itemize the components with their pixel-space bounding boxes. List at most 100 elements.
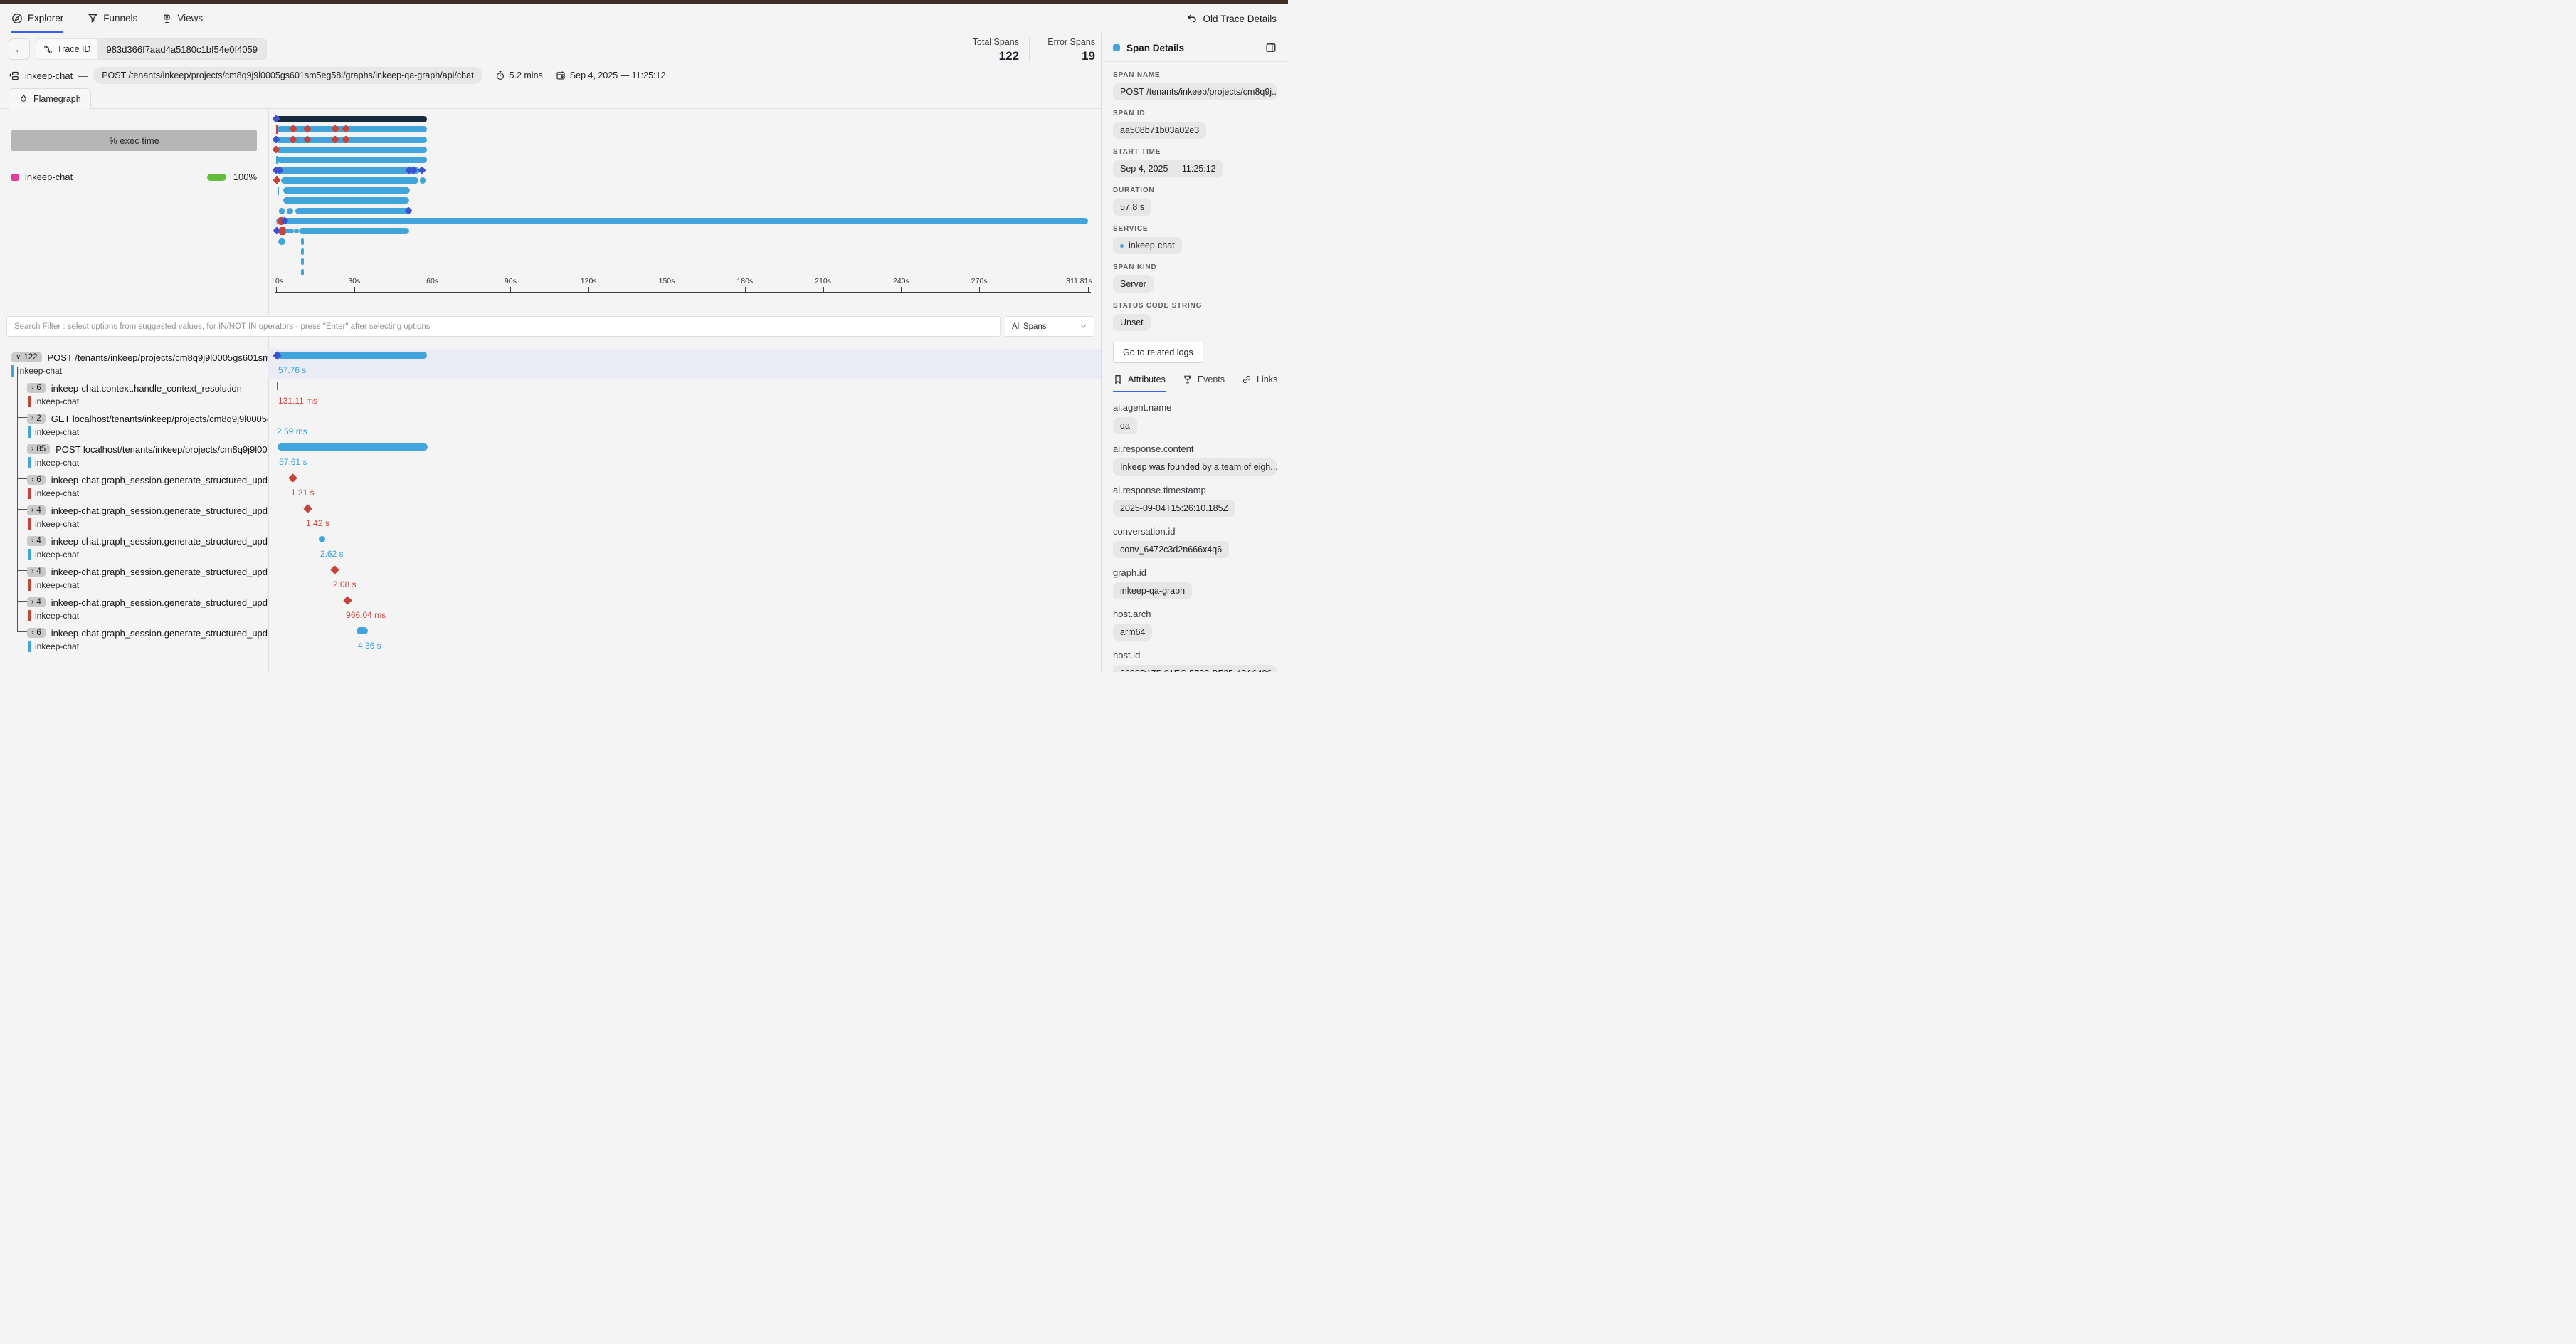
span-expand-badge[interactable]: › 4	[27, 536, 46, 546]
nav-tab-explorer[interactable]: Explorer	[11, 4, 64, 33]
trace-id-control[interactable]: Trace ID 983d366f7aad4a5180c1bf54e0f4059	[36, 38, 268, 60]
duration-bar[interactable]	[277, 352, 428, 359]
span-expand-badge[interactable]: › 2	[27, 414, 46, 424]
span-row[interactable]: › 6 inkeep-chat.context.handle_context_res…	[27, 380, 268, 396]
attribute-row: ai.response.timestamp 2025-09-04T15:26:10…	[1113, 485, 1277, 517]
span-row[interactable]: › 4 inkeep-chat.graph_session.generate_str…	[27, 503, 268, 518]
span-service-name: inkeep-chat	[28, 457, 79, 468]
flamegraph-span-bar[interactable]	[301, 258, 305, 266]
panel-divider	[1102, 61, 1288, 62]
span-service-name: inkeep-chat	[28, 518, 79, 530]
flamegraph-span-bar[interactable]	[279, 207, 285, 214]
span-fields: SPAN NAME POST /tenants/inkeep/projects/c…	[1113, 71, 1277, 331]
detail-tab-events[interactable]: Events	[1183, 374, 1225, 392]
duration-bar[interactable]	[278, 443, 428, 451]
back-button[interactable]: ←	[9, 38, 30, 60]
flamegraph-span-bar[interactable]	[298, 228, 409, 235]
search-filter-input[interactable]	[6, 316, 1001, 337]
panel-toggle-icon[interactable]	[1265, 42, 1277, 53]
flamegraph-span-bar[interactable]	[295, 207, 411, 214]
trace-endpoint-chip[interactable]: POST /tenants/inkeep/projects/cm8q9j9l00…	[93, 67, 482, 84]
field-label: SERVICE	[1113, 225, 1149, 233]
span-expand-badge[interactable]: › 6	[27, 383, 46, 393]
attribute-row: ai.response.content Inkeep was founded by…	[1113, 443, 1277, 476]
flamegraph-span-bar[interactable]	[301, 238, 305, 245]
timeline-tick-label: 90s	[504, 277, 517, 285]
span-expand-badge[interactable]: › 4	[27, 567, 46, 577]
flamegraph-span-bar[interactable]	[276, 218, 1089, 224]
detail-tab-links[interactable]: Links	[1242, 374, 1277, 392]
flamegraph-span-bar[interactable]	[301, 268, 305, 275]
old-trace-details-link[interactable]: Old Trace Details	[1186, 4, 1277, 33]
span-scope-dropdown[interactable]: All Spans	[1005, 316, 1094, 337]
span-child-count: 4	[36, 598, 41, 607]
error-span-diamond[interactable]	[303, 503, 313, 513]
span-attributes-list: ai.agent.name qa ai.response.content Inkeep…	[1113, 402, 1277, 672]
span-expand-badge[interactable]: › 4	[27, 505, 46, 515]
route-icon	[43, 45, 53, 54]
flamegraph-span-bar[interactable]	[277, 157, 427, 164]
span-row[interactable]: › 4 inkeep-chat.graph_session.generate_str…	[27, 594, 268, 610]
flamegraph-span-bar[interactable]	[283, 187, 411, 194]
field-label: SPAN KIND	[1113, 263, 1157, 271]
attribute-key: graph.id	[1113, 567, 1146, 578]
flamegraph-span-bar[interactable]	[283, 197, 410, 204]
span-child-count: 2	[36, 414, 41, 423]
chevron-right-icon: ›	[31, 384, 34, 392]
error-span-diamond[interactable]	[343, 595, 353, 605]
field-value: Sep 4, 2025 — 11:25:12	[1120, 164, 1216, 174]
flamegraph-span-bar[interactable]	[276, 146, 427, 153]
span-expand-badge[interactable]: › 6	[27, 475, 46, 485]
span-row[interactable]: › 4 inkeep-chat.graph_session.generate_str…	[27, 564, 268, 579]
timeline-tick-label: 270s	[971, 277, 988, 285]
timeline-tick	[276, 287, 277, 292]
bookmark-icon	[1113, 374, 1123, 384]
span-row[interactable]: › 2 GET localhost/tenants/inkeep/projects/…	[27, 411, 268, 426]
span-expand-badge[interactable]: › 4	[27, 597, 46, 607]
span-row[interactable]: › 4 inkeep-chat.graph_session.generate_str…	[27, 533, 268, 549]
duration-bar[interactable]	[356, 627, 368, 634]
field-value-chip: aa508b71b03a02e3	[1113, 122, 1207, 139]
nav-tabs: Explorer Funnels Views	[11, 4, 203, 33]
window-top-strip	[0, 0, 1288, 4]
span-name: inkeep-chat.graph_session.generate_struc…	[51, 535, 268, 547]
flamegraph-span-bar[interactable]	[278, 238, 286, 245]
totals-value: 19	[1082, 49, 1095, 63]
trace-service-name: inkeep-chat	[25, 70, 73, 81]
blue-tick-marker	[276, 155, 278, 164]
flamegraph-span-bar[interactable]	[277, 126, 427, 133]
waterfall-column[interactable]: 57.76 s 131.11 ms 2.59 ms 57.61 s 1.21 s 1.42…	[268, 349, 1101, 672]
error-span-diamond[interactable]	[329, 565, 339, 574]
span-expand-badge[interactable]: › 6	[27, 628, 46, 638]
span-field-start-time: START TIME Sep 4, 2025 — 11:25:12	[1113, 148, 1277, 177]
tab-flamegraph[interactable]: Flamegraph	[9, 88, 91, 109]
span-name: inkeep-chat.graph_session.generate_struc…	[51, 505, 268, 516]
field-label: SPAN ID	[1113, 110, 1146, 117]
flamegraph-section: % exec time inkeep-chat 100% 0s 30s 60s 90s…	[0, 109, 1101, 295]
nav-tab-views[interactable]: Views	[162, 4, 203, 33]
flamegraph-span-bar[interactable]	[287, 207, 294, 214]
span-row[interactable]: › 6 inkeep-chat.graph_session.generate_str…	[27, 472, 268, 488]
timeline-tick-label: 311.81s	[1066, 277, 1092, 285]
span-circle-marker[interactable]	[318, 535, 325, 542]
attribute-row: graph.id inkeep-qa-graph	[1113, 567, 1277, 599]
go-to-related-logs-button[interactable]: Go to related logs	[1113, 342, 1203, 363]
totals-label: Error Spans	[1047, 37, 1095, 47]
span-row[interactable]: › 85 POST localhost/tenants/inkeep/project…	[27, 441, 268, 457]
span-expand-badge[interactable]: ∨ 122	[11, 352, 42, 362]
span-expand-badge[interactable]: › 85	[27, 444, 51, 454]
detail-tab-attributes[interactable]: Attributes	[1113, 374, 1166, 392]
flamegraph-span-bar[interactable]	[420, 177, 426, 184]
flamegraph-span-bar[interactable]	[276, 136, 427, 143]
span-row[interactable]: › 6 inkeep-chat.graph_session.generate_str…	[27, 625, 268, 641]
error-span-diamond[interactable]	[288, 473, 297, 483]
flamegraph-span-bar[interactable]	[276, 116, 427, 122]
span-tick-marker[interactable]	[277, 382, 278, 390]
exec-time-header[interactable]: % exec time	[11, 130, 257, 151]
flamegraph-span-bar[interactable]	[301, 248, 305, 255]
flamegraph-span-bar[interactable]	[280, 177, 418, 184]
span-row[interactable]: ∨ 122 POST /tenants/inkeep/projects/cm8q9j…	[11, 350, 268, 365]
attribute-key: ai.agent.name	[1113, 402, 1172, 413]
flamegraph-span-bar[interactable]	[276, 167, 421, 174]
nav-tab-funnels[interactable]: Funnels	[88, 4, 137, 33]
